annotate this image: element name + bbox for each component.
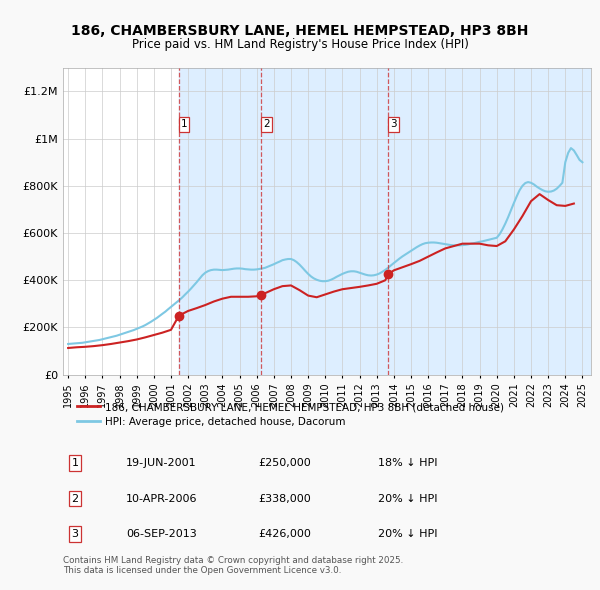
Text: 20% ↓ HPI: 20% ↓ HPI xyxy=(378,529,437,539)
Text: 186, CHAMBERSBURY LANE, HEMEL HEMPSTEAD, HP3 8BH: 186, CHAMBERSBURY LANE, HEMEL HEMPSTEAD,… xyxy=(71,24,529,38)
Bar xyxy=(262,68,388,375)
Legend: 186, CHAMBERSBURY LANE, HEMEL HEMPSTEAD, HP3 8BH (detached house), HPI: Average : 186, CHAMBERSBURY LANE, HEMEL HEMPSTEAD,… xyxy=(73,399,507,430)
Text: £338,000: £338,000 xyxy=(258,494,311,503)
Text: 10-APR-2006: 10-APR-2006 xyxy=(126,494,197,503)
Text: 2: 2 xyxy=(71,494,79,503)
Text: 19-JUN-2001: 19-JUN-2001 xyxy=(126,458,197,468)
Text: Price paid vs. HM Land Registry's House Price Index (HPI): Price paid vs. HM Land Registry's House … xyxy=(131,38,469,51)
Text: £426,000: £426,000 xyxy=(258,529,311,539)
Text: Contains HM Land Registry data © Crown copyright and database right 2025.
This d: Contains HM Land Registry data © Crown c… xyxy=(63,556,403,575)
Text: £250,000: £250,000 xyxy=(258,458,311,468)
Text: 3: 3 xyxy=(390,120,397,129)
Text: 20% ↓ HPI: 20% ↓ HPI xyxy=(378,494,437,503)
Text: 3: 3 xyxy=(71,529,79,539)
Text: 1: 1 xyxy=(71,458,79,468)
Text: 18% ↓ HPI: 18% ↓ HPI xyxy=(378,458,437,468)
Bar xyxy=(179,68,262,375)
Text: 1: 1 xyxy=(181,120,187,129)
Text: 06-SEP-2013: 06-SEP-2013 xyxy=(126,529,197,539)
Text: 2: 2 xyxy=(263,120,270,129)
Bar xyxy=(388,68,591,375)
